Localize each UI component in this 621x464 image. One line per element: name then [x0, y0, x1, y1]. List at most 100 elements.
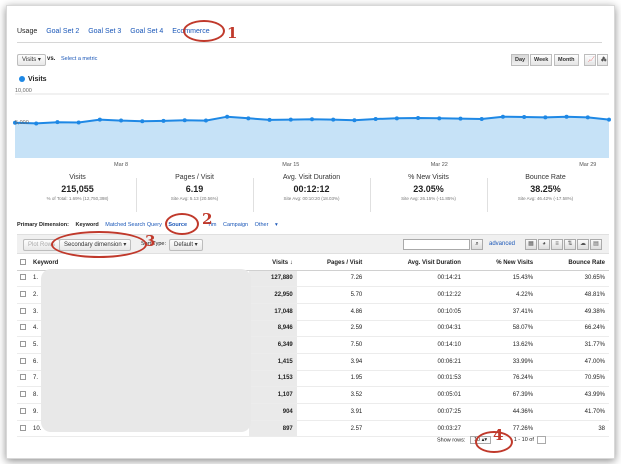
- row-pages-visit: 7.26: [296, 270, 367, 288]
- performance-view-icon[interactable]: ≡: [551, 239, 563, 250]
- data-point[interactable]: [543, 115, 548, 120]
- data-point[interactable]: [97, 117, 102, 122]
- row-checkbox[interactable]: [17, 286, 29, 304]
- data-point[interactable]: [331, 117, 336, 122]
- row-checkbox[interactable]: [17, 370, 29, 388]
- motion-chart-icon[interactable]: ⁂: [597, 54, 608, 66]
- dimension-keyword[interactable]: Keyword: [75, 222, 99, 228]
- row-avg-duration: 00:04:31: [366, 320, 465, 338]
- row-visits: 904: [249, 403, 297, 421]
- table-search-input[interactable]: [403, 239, 470, 250]
- data-point[interactable]: [76, 120, 81, 125]
- term-cloud-icon[interactable]: ☁: [577, 239, 589, 250]
- tab-goal-set-2[interactable]: Goal Set 2: [46, 28, 80, 35]
- summary-value: 6.19: [185, 184, 204, 194]
- checkbox-icon: [20, 391, 26, 398]
- pivot-view-icon[interactable]: ▤: [590, 239, 602, 250]
- data-point[interactable]: [522, 115, 527, 120]
- dimension-matched-search[interactable]: Matched Search Query: [105, 222, 162, 228]
- analytics-window: Usage Goal Set 2 Goal Set 3 Goal Set 4 E…: [6, 5, 615, 459]
- row-number: 2.: [33, 292, 39, 299]
- data-point[interactable]: [394, 116, 399, 121]
- row-checkbox[interactable]: [17, 336, 29, 354]
- data-point[interactable]: [564, 114, 569, 119]
- summary-value: 38.25%: [530, 184, 561, 194]
- metric-select-value: Visits: [22, 57, 37, 63]
- comparison-view-icon[interactable]: ⇅: [564, 239, 576, 250]
- data-point[interactable]: [34, 121, 39, 126]
- annotation-ring-2: [165, 213, 199, 235]
- data-point[interactable]: [458, 116, 463, 121]
- header-avg-duration[interactable]: Avg. Visit Duration: [366, 256, 465, 271]
- data-point[interactable]: [246, 116, 251, 121]
- row-checkbox[interactable]: [17, 270, 29, 288]
- header-new-visits[interactable]: % New Visits: [464, 256, 538, 271]
- table-toolbar: Plot Rows Secondary dimension ▾ Sort Typ…: [17, 234, 609, 254]
- checkbox-icon: [20, 274, 26, 281]
- metric-select[interactable]: Visits ▾: [17, 54, 46, 66]
- row-checkbox[interactable]: [17, 320, 29, 338]
- data-point[interactable]: [416, 116, 421, 120]
- tab-goal-set-4[interactable]: Goal Set 4: [130, 28, 164, 35]
- data-point[interactable]: [161, 118, 166, 123]
- dimension-other[interactable]: Other ▾: [254, 222, 278, 228]
- row-number: 10.: [33, 425, 42, 432]
- data-point[interactable]: [437, 116, 442, 121]
- data-point[interactable]: [267, 117, 272, 122]
- header-keyword[interactable]: Keyword: [29, 256, 249, 271]
- data-point[interactable]: [55, 120, 60, 125]
- row-checkbox[interactable]: [17, 420, 29, 438]
- sort-type-value: Default: [174, 242, 194, 248]
- header-bounce-rate[interactable]: Bounce Rate: [537, 256, 609, 271]
- select-metric-link[interactable]: Select a metric: [61, 56, 98, 62]
- sort-type-select[interactable]: Default ▾: [169, 239, 203, 251]
- row-checkbox[interactable]: [17, 386, 29, 404]
- tab-goal-set-3[interactable]: Goal Set 3: [88, 28, 122, 35]
- data-point[interactable]: [310, 117, 314, 122]
- line-chart-icon[interactable]: 📈: [584, 54, 596, 66]
- data-point[interactable]: [203, 118, 208, 123]
- data-point[interactable]: [500, 114, 505, 119]
- month-button[interactable]: Month: [554, 54, 579, 66]
- data-point[interactable]: [373, 116, 378, 121]
- data-point[interactable]: [607, 117, 611, 122]
- day-button[interactable]: Day: [511, 54, 530, 66]
- header-visits[interactable]: Visits ↓: [249, 256, 297, 271]
- data-point[interactable]: [140, 119, 145, 124]
- row-checkbox[interactable]: [17, 353, 29, 371]
- summary-value: 23.05%: [413, 184, 444, 194]
- table-view-icon[interactable]: ▦: [525, 239, 537, 250]
- data-point[interactable]: [352, 118, 357, 123]
- data-point[interactable]: [225, 114, 230, 119]
- percentage-view-icon[interactable]: ◕: [538, 239, 550, 250]
- row-visits: 22,950: [249, 286, 297, 304]
- data-point[interactable]: [119, 118, 124, 123]
- header-checkbox[interactable]: [17, 256, 29, 271]
- prev-page-icon[interactable]: [537, 436, 547, 444]
- row-pages-visit: 3.91: [296, 403, 367, 421]
- data-point[interactable]: [288, 117, 293, 122]
- summary-label: Bounce Rate: [525, 174, 566, 181]
- row-number: 8.: [33, 392, 39, 399]
- row-bounce-rate: 49.38%: [537, 303, 609, 321]
- header-visits-label: Visits: [272, 259, 289, 266]
- data-point[interactable]: [13, 120, 17, 125]
- advanced-filter-link[interactable]: advanced: [489, 241, 516, 247]
- week-button[interactable]: Week: [530, 54, 553, 66]
- tab-usage[interactable]: Usage: [17, 28, 38, 35]
- row-avg-duration: 00:05:01: [366, 386, 465, 404]
- data-point[interactable]: [182, 118, 187, 123]
- row-avg-duration: 00:14:10: [366, 336, 465, 354]
- row-checkbox[interactable]: [17, 403, 29, 421]
- row-checkbox[interactable]: [17, 303, 29, 321]
- summary-value: 00:12:12: [293, 184, 330, 194]
- data-point[interactable]: [479, 116, 484, 121]
- summary-value: 215,055: [61, 184, 94, 194]
- data-point[interactable]: [585, 115, 590, 120]
- annotation-number-2: 2: [202, 210, 213, 228]
- x-tick-label: Mar 22: [431, 162, 448, 168]
- header-pages-visit[interactable]: Pages / Visit: [296, 256, 367, 271]
- search-icon[interactable]: ⌕: [471, 239, 483, 250]
- dimension-time[interactable]: Tim: [207, 222, 217, 228]
- dimension-campaign[interactable]: Campaign: [223, 222, 249, 228]
